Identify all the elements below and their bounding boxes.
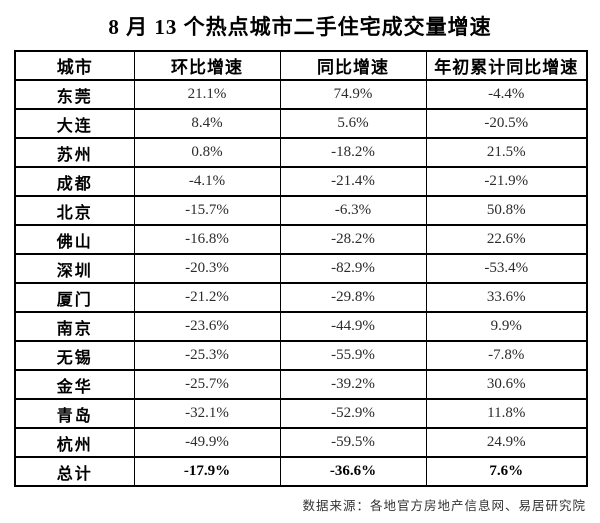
cell-city: 苏州: [14, 137, 135, 168]
cell-mom-growth: -20.3%: [133, 253, 281, 284]
cell-yoy-growth: -59.5%: [279, 427, 427, 458]
table-row: 金华 -25.7% -39.2% 30.6%: [14, 369, 588, 400]
cell-mom-growth: -25.3%: [133, 340, 281, 371]
table-row: 东莞 21.1% 74.9% -4.4%: [14, 79, 588, 110]
cell-mom-growth: 0.8%: [133, 137, 281, 168]
cell-city: 总计: [14, 456, 135, 487]
cell-yoy-growth: 74.9%: [279, 79, 427, 110]
cell-city: 无锡: [14, 340, 135, 371]
cell-city: 青岛: [14, 398, 135, 429]
cell-mom-growth: -49.9%: [133, 427, 281, 458]
header-yoy-growth: 同比增速: [279, 50, 427, 81]
cell-city: 成都: [14, 166, 135, 197]
header-ytd-cumulative-growth: 年初累计同比增速: [425, 50, 588, 81]
cell-mom-growth: -21.2%: [133, 282, 281, 313]
cell-mom-growth: -16.8%: [133, 224, 281, 255]
cell-yoy-growth: -44.9%: [279, 311, 427, 342]
cell-city: 北京: [14, 195, 135, 226]
cell-yoy-growth: -6.3%: [279, 195, 427, 226]
table-row: 成都 -4.1% -21.4% -21.9%: [14, 166, 588, 197]
cell-yoy-growth: -29.8%: [279, 282, 427, 313]
cell-ytd-growth: 9.9%: [425, 311, 588, 342]
cell-yoy-growth: -36.6%: [279, 456, 427, 487]
table-row: 苏州 0.8% -18.2% 21.5%: [14, 137, 588, 168]
cell-ytd-growth: 50.8%: [425, 195, 588, 226]
cell-mom-growth: -4.1%: [133, 166, 281, 197]
header-row: 城市 环比增速 同比增速 年初累计同比增速: [14, 50, 588, 81]
cell-mom-growth: -25.7%: [133, 369, 281, 400]
table-row: 杭州 -49.9% -59.5% 24.9%: [14, 427, 588, 458]
table-row: 青岛 -32.1% -52.9% 11.8%: [14, 398, 588, 429]
cell-yoy-growth: -82.9%: [279, 253, 427, 284]
cell-ytd-growth: 33.6%: [425, 282, 588, 313]
header-city: 城市: [14, 50, 135, 81]
cell-ytd-growth: -4.4%: [425, 79, 588, 110]
cell-ytd-growth: -21.9%: [425, 166, 588, 197]
table-row: 厦门 -21.2% -29.8% 33.6%: [14, 282, 588, 313]
page-title: 8 月 13 个热点城市二手住宅成交量增速: [108, 15, 492, 39]
cell-ytd-growth: 7.6%: [425, 456, 588, 487]
table-row: 南京 -23.6% -44.9% 9.9%: [14, 311, 588, 342]
table-row: 佛山 -16.8% -28.2% 22.6%: [14, 224, 588, 255]
table-row: 深圳 -20.3% -82.9% -53.4%: [14, 253, 588, 284]
cell-yoy-growth: -21.4%: [279, 166, 427, 197]
cell-mom-growth: -23.6%: [133, 311, 281, 342]
cell-yoy-growth: -55.9%: [279, 340, 427, 371]
cell-ytd-growth: 24.9%: [425, 427, 588, 458]
data-source-note: 数据来源：各地官方房地产信息网、易居研究院: [302, 499, 586, 513]
cell-city: 深圳: [14, 253, 135, 284]
cell-ytd-growth: 22.6%: [425, 224, 588, 255]
table-row: 无锡 -25.3% -55.9% -7.8%: [14, 340, 588, 371]
table-row: 北京 -15.7% -6.3% 50.8%: [14, 195, 588, 226]
cell-ytd-growth: 11.8%: [425, 398, 588, 429]
cell-ytd-growth: -53.4%: [425, 253, 588, 284]
cell-yoy-growth: -28.2%: [279, 224, 427, 255]
table-body: 东莞 21.1% 74.9% -4.4% 大连 8.4% 5.6% -20.5% 苏州 0.8% -…: [14, 79, 588, 487]
cell-city: 杭州: [14, 427, 135, 458]
growth-table: 城市 环比增速 同比增速 年初累计同比增速 东莞 21.1% 74.9% -4.4% 大…: [14, 50, 588, 487]
cell-ytd-growth: -20.5%: [425, 108, 588, 139]
cell-city: 厦门: [14, 282, 135, 313]
cell-city: 大连: [14, 108, 135, 139]
table-row: 大连 8.4% 5.6% -20.5%: [14, 108, 588, 139]
cell-ytd-growth: 30.6%: [425, 369, 588, 400]
cell-ytd-growth: 21.5%: [425, 137, 588, 168]
cell-city: 南京: [14, 311, 135, 342]
table-header: 城市 环比增速 同比增速 年初累计同比增速: [14, 50, 588, 81]
cell-mom-growth: -17.9%: [133, 456, 281, 487]
cell-ytd-growth: -7.8%: [425, 340, 588, 371]
table-row-total: 总计 -17.9% -36.6% 7.6%: [14, 456, 588, 487]
header-mom-growth: 环比增速: [133, 50, 281, 81]
cell-mom-growth: 8.4%: [133, 108, 281, 139]
cell-yoy-growth: -39.2%: [279, 369, 427, 400]
cell-city: 金华: [14, 369, 135, 400]
cell-yoy-growth: -52.9%: [279, 398, 427, 429]
cell-mom-growth: -15.7%: [133, 195, 281, 226]
cell-yoy-growth: -18.2%: [279, 137, 427, 168]
cell-mom-growth: 21.1%: [133, 79, 281, 110]
cell-yoy-growth: 5.6%: [279, 108, 427, 139]
cell-city: 佛山: [14, 224, 135, 255]
cell-city: 东莞: [14, 79, 135, 110]
cell-mom-growth: -32.1%: [133, 398, 281, 429]
